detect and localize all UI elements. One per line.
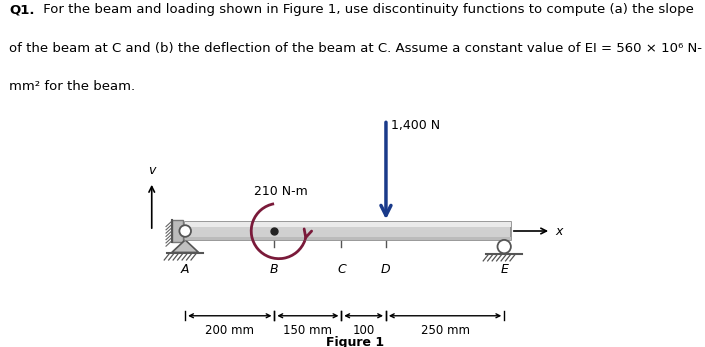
- Text: D: D: [381, 263, 391, 276]
- Text: A: A: [181, 263, 190, 276]
- Text: E: E: [501, 263, 508, 276]
- Text: x: x: [556, 225, 563, 237]
- Bar: [172, 220, 183, 242]
- Text: Figure 1: Figure 1: [326, 336, 384, 347]
- Text: of the beam at C and (b) the deflection of the beam at C. Assume a constant valu: of the beam at C and (b) the deflection …: [9, 42, 702, 54]
- Text: 210 N-m: 210 N-m: [255, 185, 308, 198]
- Circle shape: [498, 240, 511, 253]
- Text: 100: 100: [352, 324, 375, 337]
- Text: For the beam and loading shown in Figure 1, use discontinuity functions to compu: For the beam and loading shown in Figure…: [39, 3, 694, 16]
- Text: 200 mm: 200 mm: [205, 324, 255, 337]
- Text: B: B: [270, 263, 278, 276]
- Text: Q1.: Q1.: [9, 3, 35, 16]
- Text: 150 mm: 150 mm: [283, 324, 332, 337]
- Text: mm² for the beam.: mm² for the beam.: [9, 80, 135, 93]
- Text: C: C: [337, 263, 345, 276]
- Bar: [185, 222, 511, 227]
- Bar: [185, 222, 511, 240]
- Polygon shape: [172, 240, 199, 252]
- Text: 1,400 N: 1,400 N: [391, 119, 441, 133]
- Bar: [185, 237, 511, 240]
- Text: 250 mm: 250 mm: [421, 324, 470, 337]
- Circle shape: [179, 225, 191, 237]
- Text: v: v: [148, 164, 155, 177]
